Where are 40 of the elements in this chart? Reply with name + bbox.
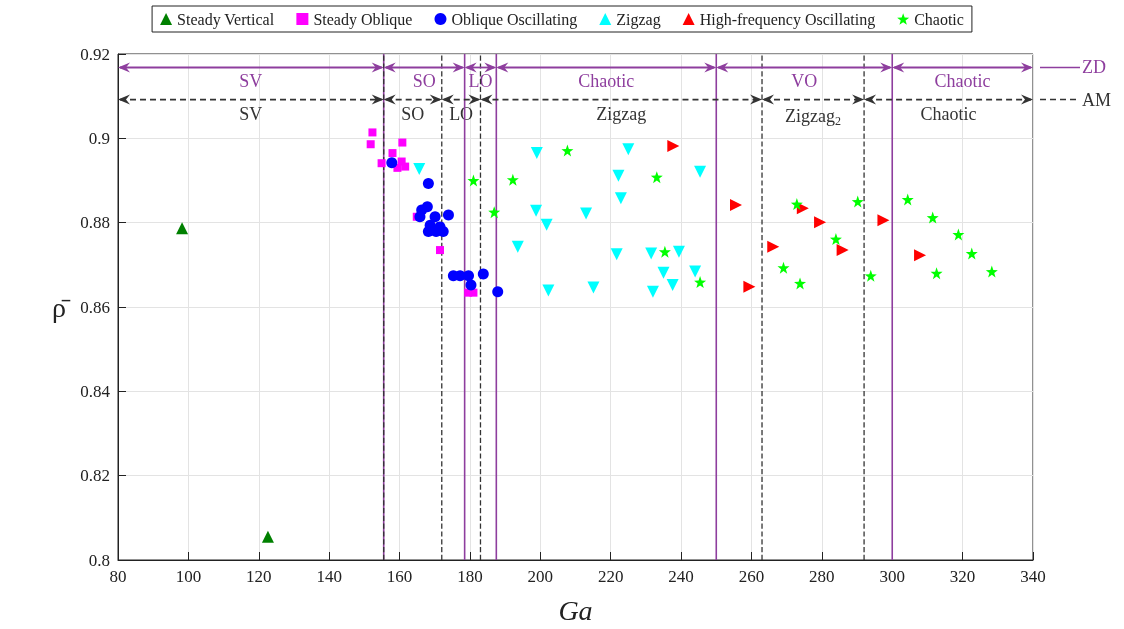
x-tick-label: 120 bbox=[246, 567, 272, 586]
x-tick-label: 220 bbox=[597, 567, 624, 586]
annotation: Zigzag bbox=[596, 103, 647, 124]
y-tick-label: 0.84 bbox=[80, 381, 111, 401]
y-tick-label: 0.9 bbox=[88, 128, 110, 148]
y-axis-title: ρ̄ bbox=[52, 291, 71, 323]
x-tick-label: 280 bbox=[809, 567, 835, 586]
y-tick-label: 0.86 bbox=[80, 297, 110, 317]
legend-label: Zigzag bbox=[616, 10, 661, 29]
legend-label: Chaotic bbox=[914, 10, 964, 28]
x-tick-label: 240 bbox=[668, 567, 694, 586]
legend-label: Steady Vertical bbox=[177, 10, 275, 29]
x-tick-label: 300 bbox=[879, 567, 905, 586]
annotation: SV bbox=[239, 71, 263, 92]
legend-label: Oblique Oscillating bbox=[451, 10, 578, 29]
annotation: Chaotic bbox=[920, 103, 977, 124]
x-tick-label: 180 bbox=[457, 567, 483, 586]
y-tick-label: 0.88 bbox=[80, 213, 110, 233]
x-tick-label: 340 bbox=[1020, 567, 1046, 586]
annotation: SO bbox=[401, 103, 425, 124]
y-tick-label: 0.82 bbox=[80, 466, 110, 486]
annotation: Chaotic bbox=[934, 71, 991, 92]
text: AM bbox=[1082, 89, 1112, 110]
y-tick-label: 0.92 bbox=[80, 44, 110, 64]
x-tick-label: 100 bbox=[175, 567, 202, 586]
text: ZD bbox=[1082, 57, 1106, 78]
x-tick-label: 160 bbox=[386, 567, 413, 586]
annotation: SO bbox=[412, 71, 436, 92]
legend-label: Steady Oblique bbox=[313, 10, 413, 29]
annotation: Chaotic bbox=[578, 71, 635, 92]
annotation: SV bbox=[239, 103, 263, 124]
x-tick-label: 200 bbox=[527, 567, 554, 586]
x-tick-label: 320 bbox=[949, 567, 976, 586]
y-tick-label: 0.8 bbox=[88, 550, 110, 570]
annotation: VO bbox=[791, 71, 818, 92]
x-tick-label: 260 bbox=[738, 567, 765, 586]
legend-label: High-frequency Oscillating bbox=[699, 10, 876, 29]
x-axis-title: Ga bbox=[558, 594, 593, 626]
x-tick-label: 140 bbox=[316, 567, 342, 586]
x-tick-label: 80 bbox=[109, 567, 127, 586]
